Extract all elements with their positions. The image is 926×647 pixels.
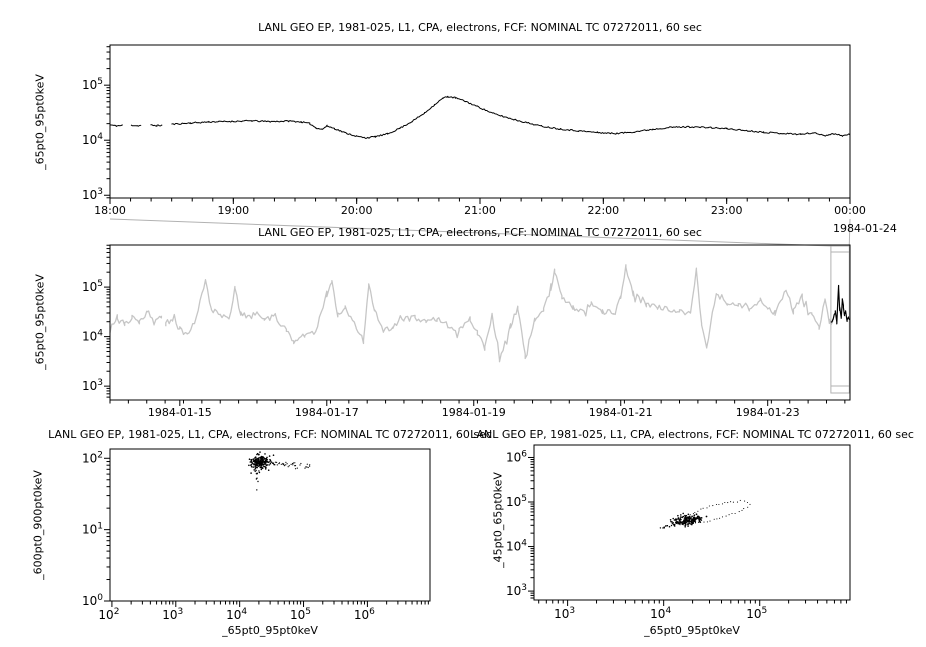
scatter-right-x-axis-label: _65pt0_95pt0keV (644, 624, 740, 637)
scatter-right-title: LANL GEO EP, 1981-025, L1, CPA, electron… (470, 428, 914, 441)
time-tick-label: 1984-01-23 (736, 406, 800, 419)
context-y-axis-label: _65pt0_95pt0keV (33, 274, 47, 370)
log-tick-label: 105 (82, 77, 103, 92)
time-tick-label: 21:00 (464, 204, 496, 217)
time-tick-label: 1984-01-21 (589, 406, 653, 419)
log-tick-label: 104 (82, 132, 103, 147)
top-panel-axes: 103 104 105 18:00 19:00 20:00 21:00 22:00 23:00 0… (82, 46, 866, 217)
log-tick-label: 104 (226, 607, 247, 622)
log-tick-label: 101 (82, 522, 103, 537)
log-tick-label: 100 (82, 593, 103, 608)
x-axis-date-label: 1984-01-24 (833, 222, 897, 235)
top-panel-title: LANL GEO EP, 1981-025, L1, CPA, electron… (258, 21, 702, 34)
log-tick-label: 105 (746, 606, 767, 621)
time-tick-label: 1984-01-15 (148, 406, 212, 419)
log-tick-label: 106 (354, 607, 375, 622)
log-tick-label: 106 (506, 449, 527, 464)
context-connector-lines (109, 218, 851, 247)
scatter-right-panel-axes: 103 104 105 106 103 104 105 (506, 449, 847, 621)
scatter-right-y-axis-label: _45pt0_65pt0keV (491, 472, 505, 568)
time-tick-label: 23:00 (711, 204, 743, 217)
time-tick-label: 22:00 (587, 204, 619, 217)
log-tick-label: 103 (506, 583, 527, 598)
context-panel-title: LANL GEO EP, 1981-025, L1, CPA, electron… (258, 226, 702, 239)
scatter-left-title: LANL GEO EP, 1981-025, L1, CPA, electron… (48, 428, 492, 441)
log-tick-label: 103 (82, 378, 103, 393)
log-tick-label: 103 (82, 187, 103, 202)
time-tick-label: 20:00 (341, 204, 373, 217)
time-tick-label: 19:00 (217, 204, 249, 217)
time-tick-label: 00:00 (834, 204, 866, 217)
log-tick-label: 103 (162, 607, 183, 622)
log-tick-label: 105 (290, 607, 311, 622)
log-tick-label: 105 (506, 494, 527, 509)
top-timeseries-panel[interactable]: 103 104 105 18:00 19:00 20:00 21:00 22:00 23:00 0… (82, 44, 866, 217)
log-tick-label: 104 (506, 539, 527, 554)
time-tick-label: 1984-01-19 (442, 406, 506, 419)
log-tick-label: 105 (82, 279, 103, 294)
context-timeseries-panel[interactable]: 103 104 105 1984-01-15 1984-01-17 1984-01-19 1… (82, 218, 851, 419)
scatter-left-panel[interactable]: 100 101 102 102 103 104 105 106 (82, 448, 431, 622)
scatter-left-y-axis-label: _600pt0_900pt0keV (31, 470, 45, 580)
log-tick-label: 103 (554, 606, 575, 621)
top-y-axis-label: _65pt0_95pt0keV (33, 74, 47, 170)
context-panel-axes: 103 104 105 1984-01-15 1984-01-17 1984-01-19 1… (82, 244, 846, 419)
scatter-right-panel[interactable]: 103 104 105 106 103 104 105 (506, 444, 851, 621)
log-tick-label: 102 (98, 607, 119, 622)
time-tick-label: 18:00 (94, 204, 126, 217)
scatter-left-x-axis-label: _65pt0_95pt0keV (222, 624, 318, 637)
scatter-left-panel-axes: 100 101 102 102 103 104 105 106 (82, 450, 429, 622)
log-tick-label: 104 (82, 329, 103, 344)
log-tick-label: 102 (82, 450, 103, 465)
log-tick-label: 104 (650, 606, 671, 621)
time-tick-label: 1984-01-17 (295, 406, 359, 419)
